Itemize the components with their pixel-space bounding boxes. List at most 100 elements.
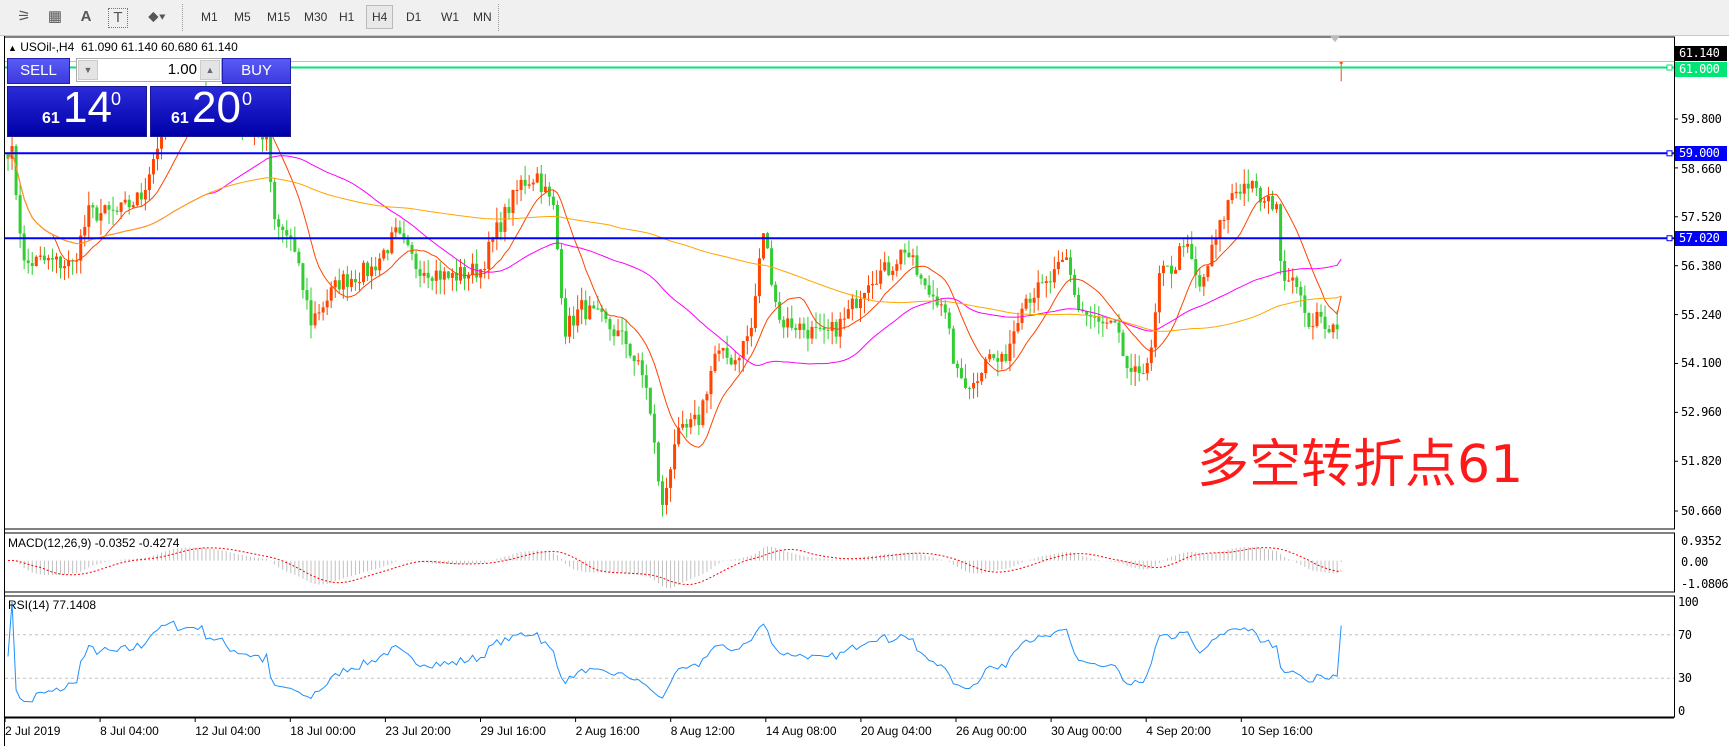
timeframe-d1[interactable]: D1 [406, 10, 422, 24]
candle-body [786, 318, 790, 328]
candle-body [968, 387, 972, 389]
candle-body [559, 249, 563, 299]
candle-body [1250, 180, 1254, 189]
candle-body [1085, 311, 1089, 315]
text-label-icon[interactable]: T [108, 8, 128, 28]
timeframe-m30[interactable]: M30 [304, 10, 328, 24]
candle-body [67, 260, 71, 267]
elliott-wave-icon[interactable]: ⚞ [17, 8, 31, 25]
candle-body [693, 414, 697, 420]
candle-body [1032, 297, 1036, 303]
hline-price-tag: 59.000 [1675, 146, 1727, 162]
candle-body [947, 312, 951, 329]
candle-body [919, 274, 923, 279]
candle-body [1202, 277, 1206, 287]
sell-button[interactable]: SELL [7, 58, 70, 84]
candle-body [745, 336, 749, 342]
candle-body [6, 154, 10, 159]
candle-body [1242, 183, 1246, 194]
candle-body [604, 311, 608, 320]
candle-body [753, 296, 757, 328]
candle-body [939, 304, 943, 306]
lot-size-input[interactable]: 1.00 [167, 61, 197, 78]
timeframe-m1[interactable]: M1 [201, 10, 218, 24]
text-icon[interactable]: A [80, 8, 92, 25]
time-axis-label: 10 Sep 16:00 [1241, 724, 1313, 738]
candle-body [434, 270, 438, 281]
candle-body [483, 269, 487, 271]
candle-body [398, 227, 402, 234]
buy-price-fraction: 0 [242, 89, 253, 109]
arrows-dropdown-icon[interactable]: ⬥▾ [148, 8, 166, 25]
candle-body [1121, 332, 1125, 357]
chart-shift-marker-icon [1330, 36, 1340, 42]
candle-body [826, 329, 830, 331]
candle-body [1327, 328, 1331, 333]
candle-body [584, 300, 588, 320]
candle-body [1040, 282, 1044, 284]
candle-body [677, 427, 681, 445]
candle-body [390, 232, 394, 254]
candle-body [1093, 316, 1097, 318]
candle-body [1161, 265, 1165, 274]
lot-increase-button[interactable]: ▲ [200, 60, 220, 80]
candle-body [1125, 356, 1129, 369]
candle-body [1190, 243, 1194, 260]
sell-price-button[interactable]: 61 14 0 [7, 83, 147, 137]
candle-body [349, 278, 353, 287]
timeframe-mn[interactable]: MN [473, 10, 492, 24]
candle-body [135, 192, 139, 206]
fibonacci-icon[interactable]: ▦ [47, 8, 63, 25]
candle-body [1073, 274, 1077, 295]
candle-body [127, 199, 131, 208]
sell-price-pips: 14 [63, 83, 112, 132]
candle-body [592, 305, 596, 309]
candle-body [119, 202, 123, 212]
time-axis-label: 2 Aug 16:00 [575, 724, 640, 738]
sell-price-big-figure: 61 [42, 110, 60, 127]
timeframe-h4[interactable]: H4 [366, 5, 394, 29]
rsi-axis-label: 0 [1678, 704, 1685, 718]
macd-label: MACD(12,26,9) -0.0352 -0.4274 [8, 536, 180, 550]
candle-body [1137, 366, 1141, 374]
candle-body [963, 378, 967, 388]
candle-body [862, 292, 866, 300]
candle-body [778, 301, 782, 320]
buy-price-button[interactable]: 61 20 0 [150, 83, 291, 137]
candle-body [442, 271, 446, 280]
timeframe-h1[interactable]: H1 [339, 10, 355, 24]
candle-body [418, 269, 422, 276]
candle-body [842, 318, 846, 320]
candle-body [107, 205, 111, 210]
candle-body [1060, 259, 1064, 262]
time-axis-label: 20 Aug 04:00 [860, 724, 932, 738]
candle-body [640, 360, 644, 376]
time-axis-label: 2 Jul 2019 [5, 724, 61, 738]
lot-decrease-button[interactable]: ▼ [78, 60, 98, 80]
candle-body [523, 179, 527, 186]
chart-annotation-text[interactable]: 多空转折点61 [1197, 435, 1524, 495]
candle-body [277, 219, 281, 227]
candle-body [374, 266, 378, 271]
candle-body [665, 487, 669, 505]
price-axis-label: 56.380 [1681, 258, 1722, 273]
lot-size-stepper[interactable]: ▼ 1.00 ▲ [76, 58, 222, 82]
candle-body [430, 277, 434, 281]
candle-body [806, 329, 810, 339]
collapse-triangle-icon[interactable]: ▲ [8, 43, 17, 53]
buy-price-big-figure: 61 [171, 110, 189, 127]
timeframe-m5[interactable]: M5 [234, 10, 251, 24]
timeframe-w1[interactable]: W1 [441, 10, 459, 24]
candle-body [959, 368, 963, 379]
candle-body [1303, 295, 1307, 313]
candle-body [18, 195, 22, 234]
candle-body [1311, 326, 1315, 328]
ma-slow-line [7, 151, 1342, 332]
candle-body [1230, 193, 1234, 201]
buy-button[interactable]: BUY [222, 58, 291, 84]
timeframe-m15[interactable]: M15 [267, 10, 291, 24]
candle-body [818, 327, 822, 329]
candle-body [337, 280, 341, 290]
candle-body [656, 442, 660, 482]
candle-body [644, 375, 648, 388]
